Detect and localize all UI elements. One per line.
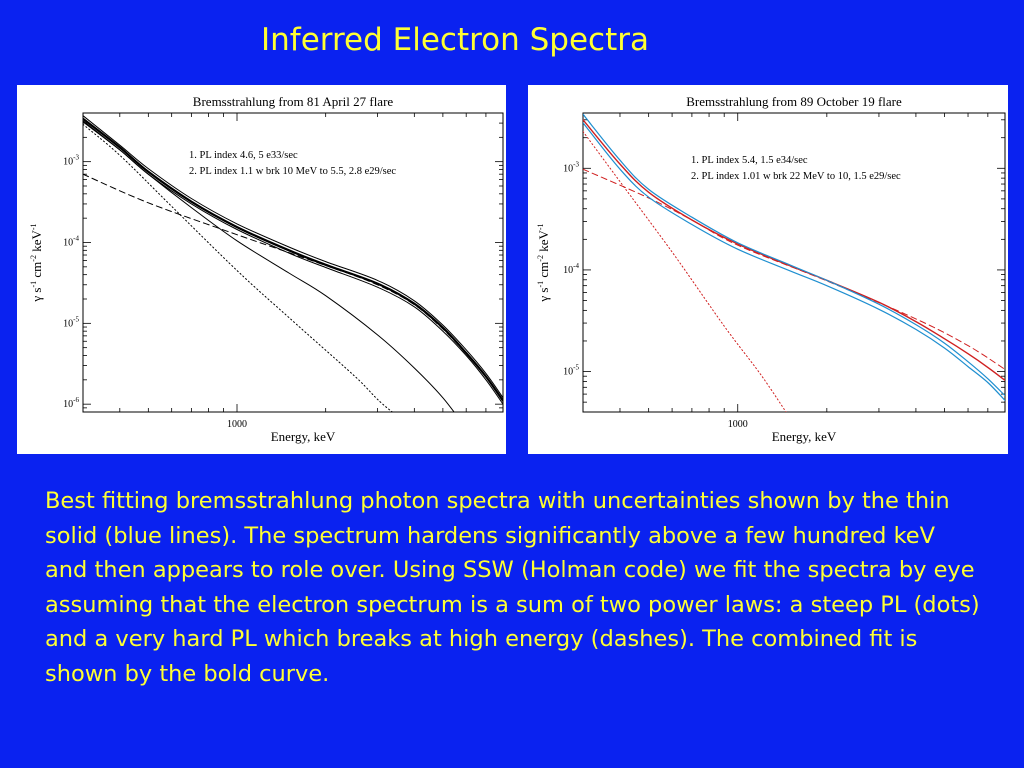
y-tick-label: 10-4	[63, 234, 79, 248]
legend-entry: 2. PL index 1.1 w brk 10 MeV to 5.5, 2.8…	[189, 166, 396, 177]
y-tick-label: 10-4	[563, 262, 579, 276]
x-tick-label: 1000	[728, 419, 748, 430]
series-line-dashed	[83, 173, 503, 402]
y-tick-label: 10-6	[63, 396, 79, 410]
chart-panel-right: Bremsstrahlung from 89 October 19 flare 1…	[528, 85, 1008, 454]
series-line-dotted	[583, 131, 787, 412]
series-line-solid	[583, 113, 1005, 397]
chart-april-1981: Bremsstrahlung from 81 April 27 flare 100…	[29, 94, 504, 444]
series-line-solid	[583, 122, 1005, 401]
y-axis-label: γ s-1 cm-2 keV-1	[536, 223, 551, 302]
plot-frame	[82, 112, 504, 413]
slide-caption: Best fitting bremsstrahlung photon spect…	[45, 488, 980, 687]
y-tick-label: 10-3	[563, 160, 579, 174]
y-tick-label: 10-3	[63, 154, 79, 168]
series-line-solid	[83, 120, 455, 412]
series-line-solid	[83, 117, 503, 402]
series-line-solid	[83, 115, 503, 399]
chart-title: Bremsstrahlung from 81 April 27 flare	[193, 94, 394, 109]
y-axis-label: γ s-1 cm-2 keV-1	[29, 223, 44, 302]
series-line-dashed	[583, 168, 1005, 370]
legend-entry: 2. PL index 1.01 w brk 22 MeV to 10, 1.5…	[691, 171, 901, 182]
legend-entry: 1. PL index 4.6, 5 e33/sec	[189, 150, 298, 161]
chart-title: Bremsstrahlung from 89 October 19 flare	[686, 94, 902, 109]
chart-october-1989: Bremsstrahlung from 89 October 19 flare 1…	[536, 94, 1006, 444]
slide-title: Inferred Electron Spectra	[260, 22, 649, 58]
plot-frame	[582, 112, 1006, 413]
x-axis-label: Energy, keV	[772, 429, 837, 444]
chart-panel-left: Bremsstrahlung from 81 April 27 flare 100…	[17, 85, 506, 454]
y-tick-label: 10-5	[563, 364, 579, 378]
y-tick-label: 10-5	[63, 315, 79, 329]
x-axis-label: Energy, keV	[271, 429, 336, 444]
series-line-dotted	[83, 123, 394, 412]
legend-entry: 1. PL index 5.4, 1.5 e34/sec	[691, 155, 808, 166]
series-line-solid	[83, 121, 503, 405]
x-tick-label: 1000	[227, 419, 247, 430]
